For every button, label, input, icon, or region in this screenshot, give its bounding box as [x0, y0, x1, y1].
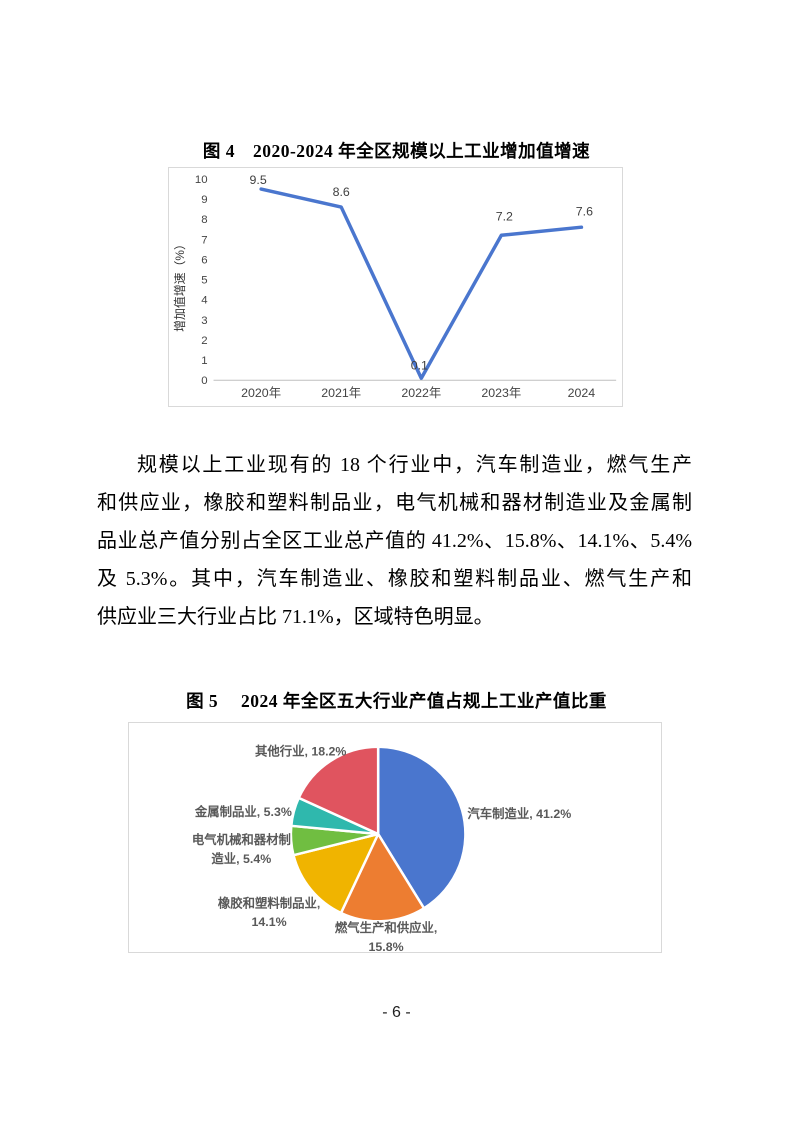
y-tick-label: 4: [201, 295, 207, 307]
y-tick-label: 10: [195, 174, 208, 186]
data-label: 7.2: [496, 209, 513, 223]
pie-label: 汽车制造业, 41.2%: [467, 806, 571, 821]
y-axis-title: 增加值增速（%）: [173, 238, 187, 332]
x-tick-label: 2024: [568, 386, 596, 400]
pie-slice: [339, 832, 426, 923]
pie-slice: [297, 745, 380, 836]
y-tick-label: 3: [201, 315, 207, 327]
data-label: 8.6: [333, 185, 350, 199]
pie-chart-svg: 汽车制造业, 41.2% 燃气生产和供应业, 15.8% 橡胶和塑料制品业, 14.1%…: [192, 744, 571, 952]
pie-label: 14.1%: [252, 915, 287, 929]
x-tick-label: 2021年: [321, 386, 361, 400]
pie-label: 15.8%: [369, 940, 404, 952]
y-tick-label: 7: [201, 234, 207, 246]
data-label: 7.6: [576, 204, 593, 218]
y-tick-label: 8: [201, 214, 207, 226]
pie-label: 造业, 5.4%: [211, 851, 271, 866]
paragraph-line: 品业总产值分别占全区工业总产值的 41.2%、15.8%、14.1%、5.4%: [97, 530, 692, 552]
line-chart-figure4: 0 1 2 3 4 5 6 7 8 9 10 增加值增速（%） 9.5 8.6 0.1 7.2 7.6 2020年…: [168, 167, 623, 407]
pie-label: 金属制品业, 5.3%: [194, 804, 292, 819]
data-label: 9.5: [250, 173, 267, 187]
pie-label: 燃气生产和供应业,: [335, 920, 437, 935]
y-tick-label: 0: [201, 375, 207, 387]
x-tick-label: 2020年: [241, 386, 281, 400]
page-number: - 6 -: [382, 1004, 411, 1021]
pie-slice: [292, 832, 380, 915]
pie-label: 其他行业, 18.2%: [255, 744, 346, 759]
pie-chart-figure5: 汽车制造业, 41.2% 燃气生产和供应业, 15.8% 橡胶和塑料制品业, 14.1%…: [128, 722, 662, 953]
y-tick-label: 6: [201, 254, 207, 266]
body-paragraph: 规模以上工业现有的 18 个行业中，汽车制造业，燃气生产 和供应业，橡胶和塑料制…: [97, 446, 692, 636]
figure4-title: 图 4 2020-2024 年全区规模以上工业增加值增速: [202, 141, 591, 161]
line-series: [259, 187, 584, 380]
pie-label: 电气机械和器材制: [192, 832, 291, 847]
pie-label: 橡胶和塑料制品业,: [218, 895, 320, 910]
paragraph-line: 规模以上工业现有的 18 个行业中，汽车制造业，燃气生产: [137, 454, 692, 476]
paragraph-line: 供应业三大行业占比 71.1%，区域特色明显。: [97, 606, 494, 628]
data-label: 0.1: [411, 358, 428, 372]
x-tick-label: 2022年: [401, 386, 441, 400]
x-tick-label: 2023年: [481, 386, 521, 400]
y-tick-label: 2: [201, 335, 207, 347]
y-tick-label: 1: [201, 355, 207, 367]
line-chart-svg: 0 1 2 3 4 5 6 7 8 9 10 增加值增速（%） 9.5 8.6 0.1 7.2 7.6 2020年…: [173, 173, 617, 400]
y-tick-label: 9: [201, 194, 207, 206]
y-tick-label: 5: [201, 275, 207, 287]
paragraph-line: 和供应业，橡胶和塑料制品业，电气机械和器材制造业及金属制: [97, 492, 692, 514]
paragraph-line: 及 5.3%。其中，汽车制造业、橡胶和塑料制品业、燃气生产和: [97, 568, 692, 590]
figure5-title: 图 5 2024 年全区五大行业产值占规上工业产值比重: [186, 691, 607, 711]
